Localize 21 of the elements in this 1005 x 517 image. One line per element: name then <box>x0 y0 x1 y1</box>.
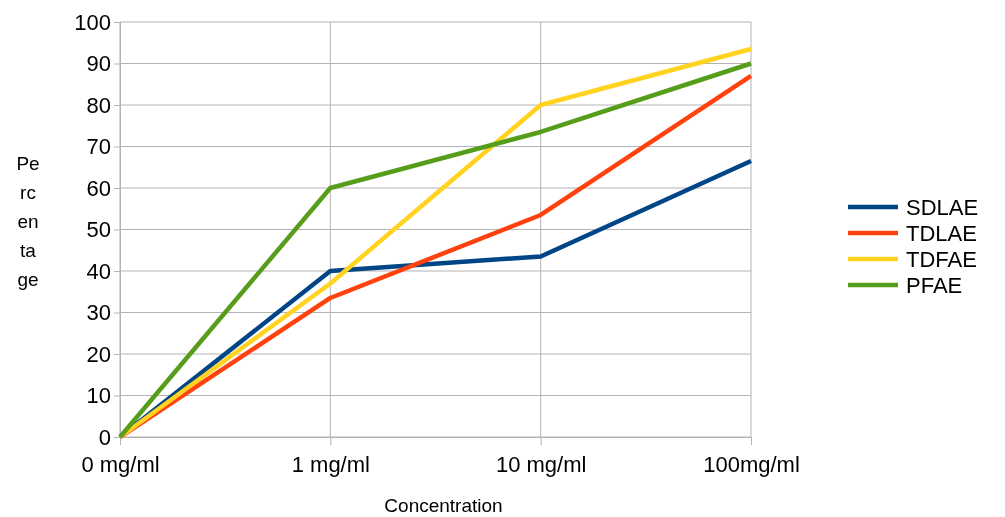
y-tick-label: 60 <box>86 175 111 201</box>
x-axis-title: Concentration <box>384 495 503 516</box>
x-tick-label: 0 mg/ml <box>81 452 160 478</box>
y-tick-label: 30 <box>86 300 111 326</box>
legend-label: TDFAE <box>906 247 977 272</box>
y-tick-label: 50 <box>86 217 111 243</box>
y-tick-label: 70 <box>86 134 111 160</box>
y-tick-label: 80 <box>86 92 111 118</box>
y-tick-label: 20 <box>86 341 111 367</box>
y-tick-label: 100 <box>74 9 111 35</box>
legend-label: PFAE <box>906 273 963 298</box>
y-tick-label: 10 <box>86 383 111 409</box>
legend-label: SDLAE <box>906 195 979 220</box>
y-tick-label: 0 <box>98 424 111 450</box>
legend-label: TDLAE <box>906 221 977 246</box>
y-tick-label: 40 <box>86 258 111 284</box>
y-tick-label: 90 <box>86 51 111 77</box>
x-tick-label: 1 mg/ml <box>291 452 370 478</box>
y-axis-title: Percentage <box>16 153 40 290</box>
x-tick-label: 100mg/ml <box>703 452 800 478</box>
x-tick-label: 10 mg/ml <box>495 452 587 478</box>
